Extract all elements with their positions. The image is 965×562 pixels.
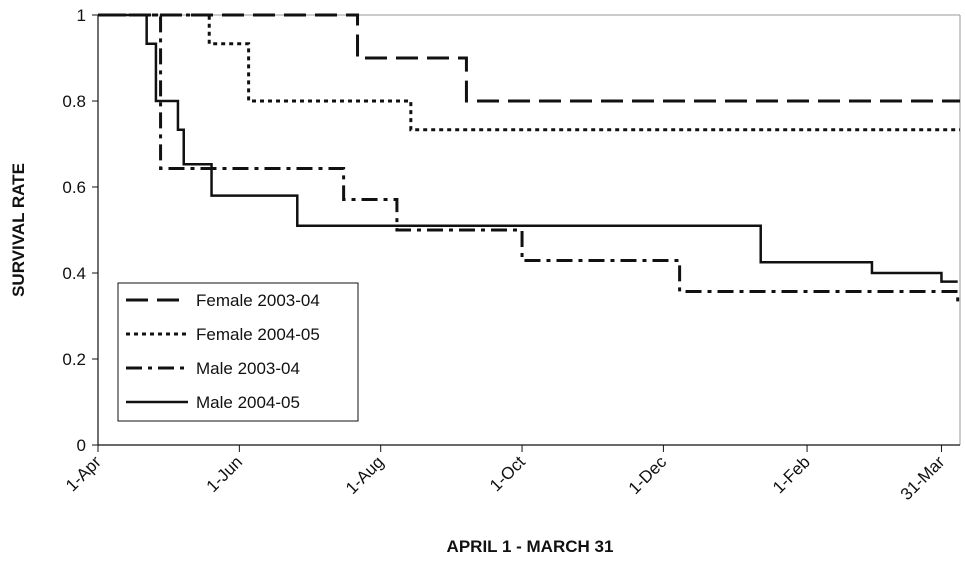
x-axis-title: APRIL 1 - MARCH 31 [447, 537, 614, 556]
y-tick-label: 0.2 [62, 350, 86, 369]
y-tick-label: 0 [77, 436, 86, 455]
x-tick-label: 31-Mar [897, 452, 949, 504]
survival-line [98, 13, 960, 132]
y-tick-label: 0.8 [62, 92, 86, 111]
survival-line [98, 13, 960, 103]
y-tick-label: 1 [77, 6, 86, 25]
legend-label: Female 2004-05 [196, 325, 320, 344]
y-tick-label: 0.6 [62, 178, 86, 197]
legend-box [117, 282, 359, 422]
survival-line [98, 13, 958, 283]
x-tick-label: 1-Dec [625, 452, 671, 498]
legend-label: Male 2004-05 [196, 393, 300, 412]
x-tick-label: 1-Feb [769, 452, 814, 497]
x-tick-label: 1-Jun [203, 452, 247, 496]
y-axis-title: SURVIVAL RATE [9, 163, 28, 297]
x-tick-label: 1-Apr [62, 452, 105, 495]
x-tick-label: 1-Oct [486, 452, 529, 495]
legend-label: Male 2003-04 [196, 359, 300, 378]
x-tick-label: 1-Aug [342, 452, 388, 498]
legend-label: Female 2003-04 [196, 291, 320, 310]
survival-line [98, 13, 960, 304]
y-tick-label: 0.4 [62, 264, 86, 283]
